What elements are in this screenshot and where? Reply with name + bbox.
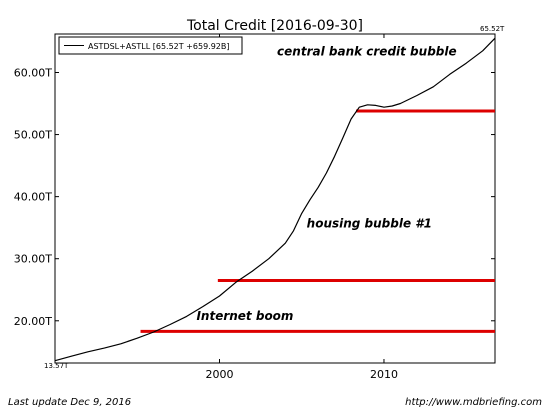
chart-title: Total Credit [2016-09-30] [186, 18, 363, 34]
plot-area [54, 33, 496, 364]
y-tick-label: 20.00T [14, 315, 52, 328]
legend: ASTDSL+ASTLL [65.52T +659.92B] [58, 36, 243, 55]
y-tick-label: 50.00T [14, 129, 52, 142]
series-group [54, 37, 496, 362]
legend-box [58, 36, 243, 55]
x-tick-label: 2010 [370, 368, 398, 381]
y-tick-label: 30.00T [14, 253, 52, 266]
footer-url: http://www.mdbriefing.com [405, 397, 542, 408]
annotation-label: central bank credit bubble [277, 45, 457, 59]
reference-lines [140, 109, 495, 333]
end-value-label: 65.52T [480, 25, 505, 33]
footer-last-update: Last update Dec 9, 2016 [8, 397, 132, 408]
annotation-label: Internet boom [196, 309, 293, 323]
series-line [54, 37, 496, 362]
annotations: central bank credit bubble housing bubble… [196, 45, 456, 323]
axis-ticks: 20.00T 30.00T 40.00T 50.00T 60.00T 2000 2010 [14, 34, 495, 381]
start-value-label: 13.57T [44, 362, 69, 370]
y-tick-label: 40.00T [14, 191, 52, 204]
annotation-label: housing bubble #1 [307, 217, 432, 231]
x-tick-label: 2000 [205, 368, 233, 381]
legend-label: ASTDSL+ASTLL [65.52T +659.92B] [88, 42, 230, 51]
y-tick-label: 60.00T [14, 66, 52, 79]
